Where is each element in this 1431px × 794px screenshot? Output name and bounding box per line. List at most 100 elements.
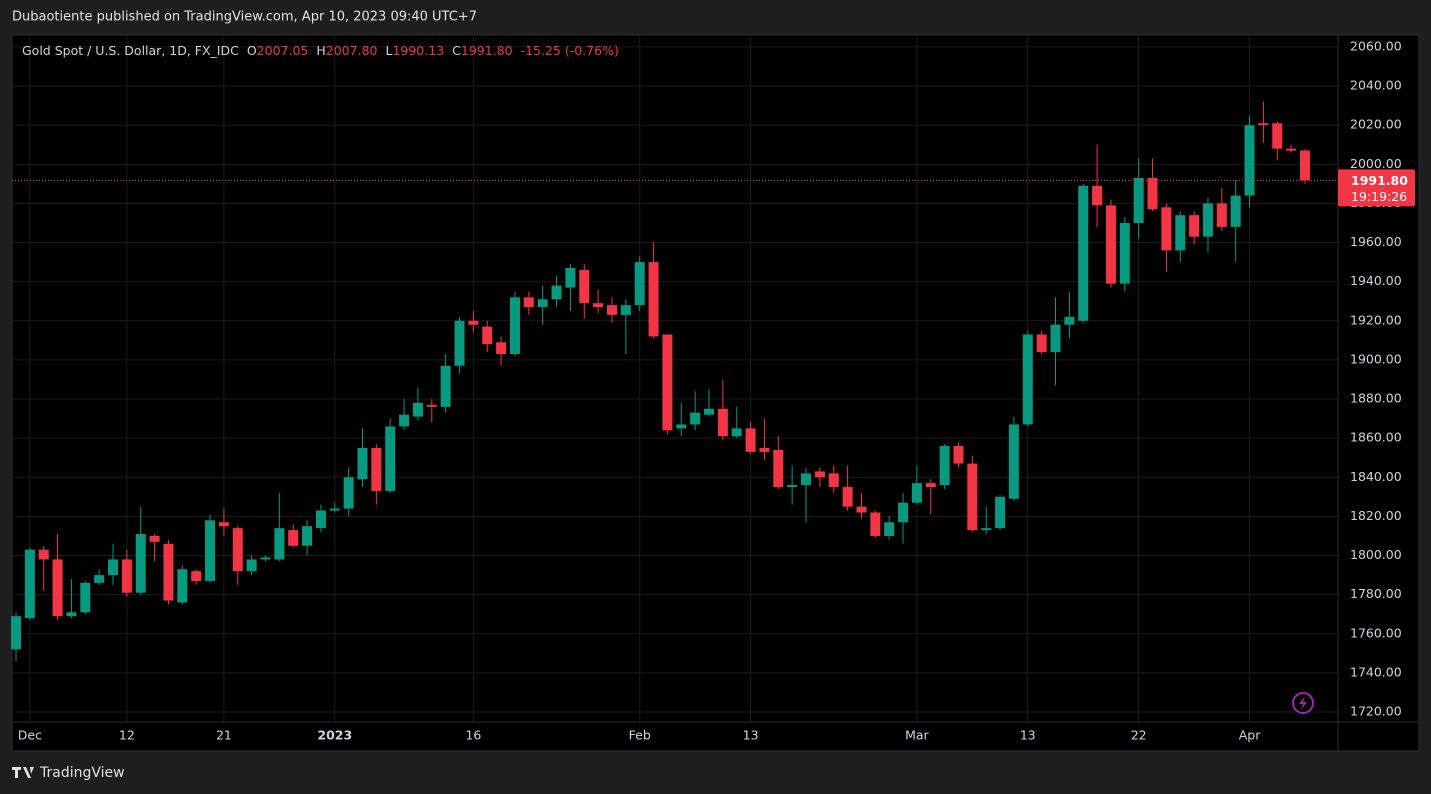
candle-body <box>11 616 21 650</box>
candle-body <box>246 559 257 572</box>
candle-body <box>925 483 936 488</box>
candle-body <box>731 428 742 437</box>
candle-body <box>38 549 49 560</box>
x-tick-label: 22 <box>1131 728 1147 743</box>
price-countdown: 19:19:26 <box>1351 189 1407 204</box>
y-tick-label: 1900.00 <box>1350 351 1402 366</box>
x-tick-label: 13 <box>743 728 759 743</box>
candle-body <box>1092 185 1103 206</box>
x-tick-label: 2023 <box>317 728 352 743</box>
candle-body <box>1230 195 1241 227</box>
candle-body <box>108 559 119 576</box>
candle-body <box>1161 207 1172 251</box>
candle-body <box>593 303 604 308</box>
candle-body <box>842 487 853 507</box>
candle-body <box>995 496 1006 529</box>
candle-body <box>1258 123 1269 126</box>
candle-body <box>80 582 91 613</box>
y-tick-label: 1820.00 <box>1350 508 1402 523</box>
candle-body <box>745 428 756 452</box>
y-tick-label: 1860.00 <box>1350 430 1402 445</box>
candle-body <box>898 502 909 523</box>
candle-body <box>717 408 728 437</box>
candle-body <box>1216 203 1227 227</box>
candle-body <box>218 522 229 527</box>
candle-body <box>1008 424 1019 499</box>
publisher: Dubaotiente published on TradingView.com… <box>12 10 477 25</box>
candle-body <box>773 449 784 488</box>
candle-body <box>1119 222 1130 284</box>
legend-value: 2007.05 <box>257 43 309 58</box>
candle-body <box>135 534 146 593</box>
x-tick-label: Feb <box>629 728 651 743</box>
candle-body <box>911 483 922 503</box>
candle-body <box>1286 148 1297 151</box>
candle-body <box>884 522 895 536</box>
legend-key: O <box>247 43 257 58</box>
legend: Gold Spot / U.S. Dollar, 1D, FX_IDC O2007… <box>22 43 619 58</box>
candle-body <box>274 528 285 560</box>
legend-change: -15.25 (-0.76%) <box>521 43 619 58</box>
y-tick-label: 1720.00 <box>1350 704 1402 719</box>
candle-body <box>551 285 562 300</box>
candle-body <box>163 543 174 601</box>
legend-value: 1990.13 <box>392 43 444 58</box>
y-tick-label: 2040.00 <box>1350 78 1402 93</box>
candle-body <box>606 305 617 315</box>
candles <box>11 101 1338 662</box>
candle-body <box>121 559 132 593</box>
candle-body <box>454 320 465 366</box>
candle-body <box>1050 324 1061 353</box>
candle-body <box>981 528 992 531</box>
candle-body <box>676 424 687 429</box>
brand[interactable]: TradingView <box>12 765 125 781</box>
legend-title: Gold Spot / U.S. Dollar, 1D, FX_IDC <box>22 43 239 58</box>
candle-body <box>1105 205 1116 284</box>
y-tick-label: 2000.00 <box>1350 156 1402 171</box>
candle-body <box>412 402 423 417</box>
x-tick-label: Apr <box>1239 728 1261 743</box>
candle-body <box>523 297 534 308</box>
candle-body <box>24 549 35 619</box>
x-tick-label: Mar <box>905 728 929 743</box>
candle-body <box>1272 123 1283 149</box>
alert-icon[interactable] <box>1292 692 1314 714</box>
candle-body <box>953 445 964 464</box>
y-tick-label: 1740.00 <box>1350 664 1402 679</box>
y-tick-label: 1800.00 <box>1350 547 1402 562</box>
candle-body <box>759 447 770 452</box>
candle-body <box>343 477 354 509</box>
candle-body <box>1078 185 1089 321</box>
candle-body <box>634 262 645 306</box>
grid <box>12 35 1338 722</box>
candle-body <box>52 559 63 617</box>
candle-body <box>1175 215 1186 251</box>
x-tick-label: 12 <box>119 728 135 743</box>
legend-key: C <box>452 43 461 58</box>
candle-body <box>149 535 160 542</box>
candle-body <box>939 445 950 486</box>
y-tick-label: 1880.00 <box>1350 391 1402 406</box>
brand-name: TradingView <box>39 765 125 781</box>
x-tick-label: 13 <box>1020 728 1036 743</box>
candle-body <box>177 569 188 603</box>
y-tick-label: 1840.00 <box>1350 469 1402 484</box>
y-tick-label: 1780.00 <box>1350 586 1402 601</box>
candle-body <box>205 520 216 581</box>
price-tag-label: 1991.80 <box>1351 173 1408 188</box>
candle-body <box>1244 125 1255 196</box>
candle-body <box>288 530 299 546</box>
y-tick-label: 2060.00 <box>1350 38 1402 53</box>
y-tick-label: 1920.00 <box>1350 312 1402 327</box>
candle-body <box>302 526 313 546</box>
chart-pane <box>11 34 1420 752</box>
y-tick-label: 2020.00 <box>1350 117 1402 132</box>
candle-body <box>662 334 673 431</box>
candle-body <box>94 575 105 583</box>
candle-body <box>357 447 368 480</box>
candle-body <box>385 426 396 491</box>
candle-body <box>315 510 326 529</box>
candle-body <box>66 612 77 617</box>
